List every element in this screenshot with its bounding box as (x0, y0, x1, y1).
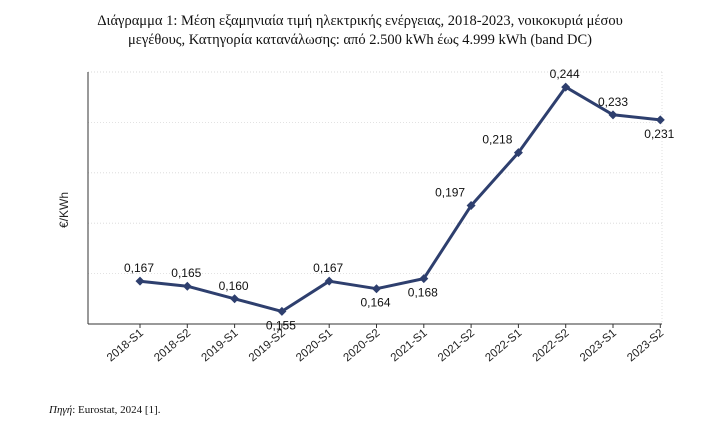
x-tick-label: 2020-S1 (294, 327, 335, 364)
data-point-marker (277, 306, 287, 316)
data-point-marker (419, 274, 429, 284)
data-point-marker (230, 294, 240, 304)
data-point-marker (182, 281, 192, 291)
data-labels: 0,167 0,165 0,160 0,155 0,167 0,164 0,168 0,197… (124, 67, 675, 332)
data-point-marker (372, 284, 381, 294)
x-tick-labels: 2018-S1 2018-S2 2019-S1 2019-S2 2020-S1 2020-… (105, 327, 666, 364)
axes (87, 72, 662, 328)
data-point-marker (135, 276, 145, 286)
chart-title: Διάγραμμα 1: Μέση εξαμηνιαία τιμή ηλεκτρ… (0, 12, 720, 50)
x-tick-label: 2022-S1 (483, 327, 524, 364)
data-label: 0,168 (408, 286, 438, 300)
data-point-marker (513, 148, 523, 158)
data-label: 0,233 (598, 95, 628, 109)
x-tick-label: 2019-S2 (247, 327, 288, 364)
x-tick-label: 2021-S2 (436, 327, 477, 364)
data-point-marker (324, 276, 334, 286)
data-label: 0,197 (435, 186, 465, 200)
x-tick-label: 2022-S2 (531, 327, 572, 364)
data-label: 0,155 (266, 318, 296, 332)
source-label: Πηγή (49, 404, 73, 416)
chart-title-line-1: Διάγραμμα 1: Μέση εξαμηνιαία τιμή ηλεκτρ… (97, 13, 623, 29)
source-text: : Eurostat, 2024 [1]. (72, 404, 161, 416)
x-tick-label: 2020-S2 (341, 327, 382, 364)
data-label: 0,167 (124, 261, 154, 275)
gridlines (88, 71, 663, 325)
x-tick-label: 2021-S1 (389, 327, 430, 364)
x-tick-label: 2023-S2 (625, 327, 666, 364)
data-label: 0,231 (644, 127, 674, 141)
data-label: 0,244 (550, 67, 580, 81)
chart-title-line-2: μεγέθους, Κατηγορία κατανάλωσης: από 2.5… (128, 32, 592, 48)
data-label: 0,164 (360, 296, 390, 310)
x-tick-label: 2018-S1 (105, 327, 146, 364)
data-label: 0,218 (482, 133, 512, 147)
x-tick-label: 2018-S2 (152, 327, 193, 364)
data-label: 0,165 (171, 266, 201, 280)
y-axis-label: €/KWh (57, 192, 71, 228)
data-markers (135, 82, 665, 316)
data-point-marker (561, 82, 571, 92)
data-point-marker (608, 110, 618, 120)
x-tick-label: 2023-S1 (578, 327, 619, 364)
data-point-marker (466, 201, 476, 211)
data-point-marker (655, 115, 665, 125)
source-note: Πηγή: Eurostat, 2024 [1]. (49, 404, 161, 416)
x-tick-label: 2019-S1 (200, 327, 241, 364)
data-label: 0,160 (219, 279, 249, 293)
series-line (139, 85, 661, 313)
data-label: 0,167 (313, 261, 343, 275)
